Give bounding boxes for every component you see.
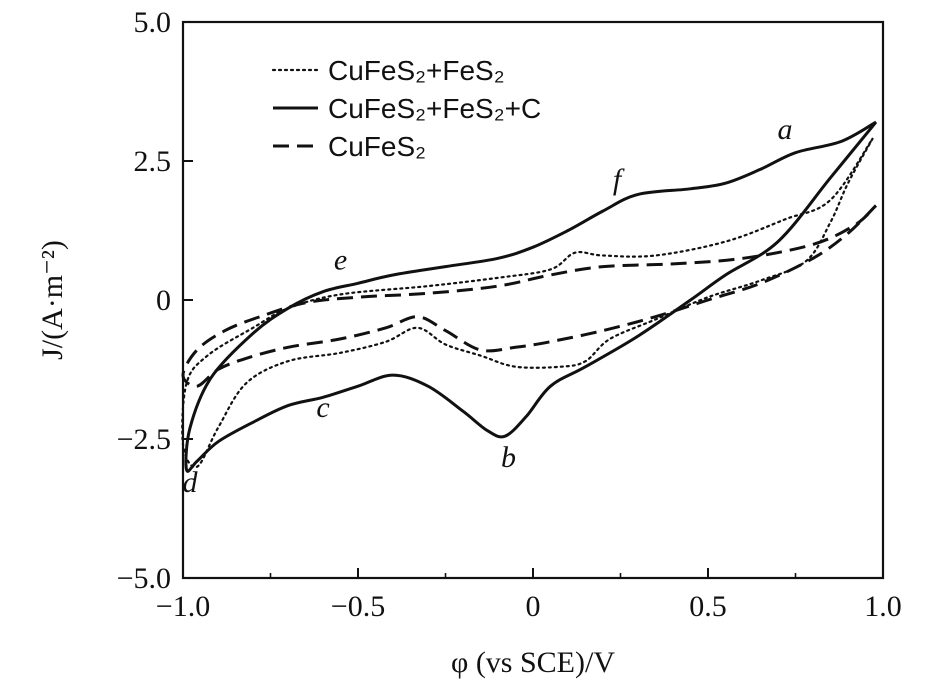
y-tick-label: 5.0: [134, 6, 172, 39]
legend: CuFeS₂+FeS₂ CuFeS₂+FeS₂+C CuFeS₂: [271, 55, 541, 162]
legend-label: CuFeS₂+FeS₂: [328, 55, 505, 86]
x-tick-label: 0: [526, 590, 541, 623]
series-line-2: [184, 120, 878, 473]
series-line-3: [181, 204, 878, 388]
axis-ticks: [182, 21, 884, 579]
x-tick-label: 0.5: [689, 590, 727, 623]
y-tick-label: 2.5: [134, 145, 172, 178]
y-tick-label: 0: [156, 284, 171, 317]
curve-annotation: d: [183, 466, 199, 499]
plot-area: −1.0 −0.5 0 0.5 1.0 5.0 2.5 0 −2.5 −5.0 a b c d e f: [117, 6, 902, 623]
y-axis-title: J/(A·m⁻²): [36, 240, 69, 360]
legend-label: CuFeS₂+FeS₂+C: [328, 93, 541, 124]
x-axis-title: φ (vs SCE)/V: [451, 646, 615, 679]
x-tick-label: −1.0: [156, 590, 210, 623]
curves: [181, 120, 878, 473]
y-tick-label: −5.0: [117, 562, 171, 595]
tick-labels: −1.0 −0.5 0 0.5 1.0 5.0 2.5 0 −2.5 −5.0: [117, 6, 902, 623]
x-tick-label: −0.5: [331, 590, 385, 623]
x-tick-label: 1.0: [864, 590, 902, 623]
series-line-1: [181, 137, 874, 469]
curve-annotation: c: [316, 391, 329, 424]
curve-annotation: e: [334, 243, 347, 276]
curve-annotation: b: [501, 441, 516, 474]
legend-label: CuFeS₂: [328, 131, 426, 162]
y-tick-label: −2.5: [117, 423, 171, 456]
curve-annotation: a: [778, 113, 793, 146]
annotations: a b c d e f: [183, 113, 793, 499]
curve-annotation: f: [613, 163, 625, 196]
